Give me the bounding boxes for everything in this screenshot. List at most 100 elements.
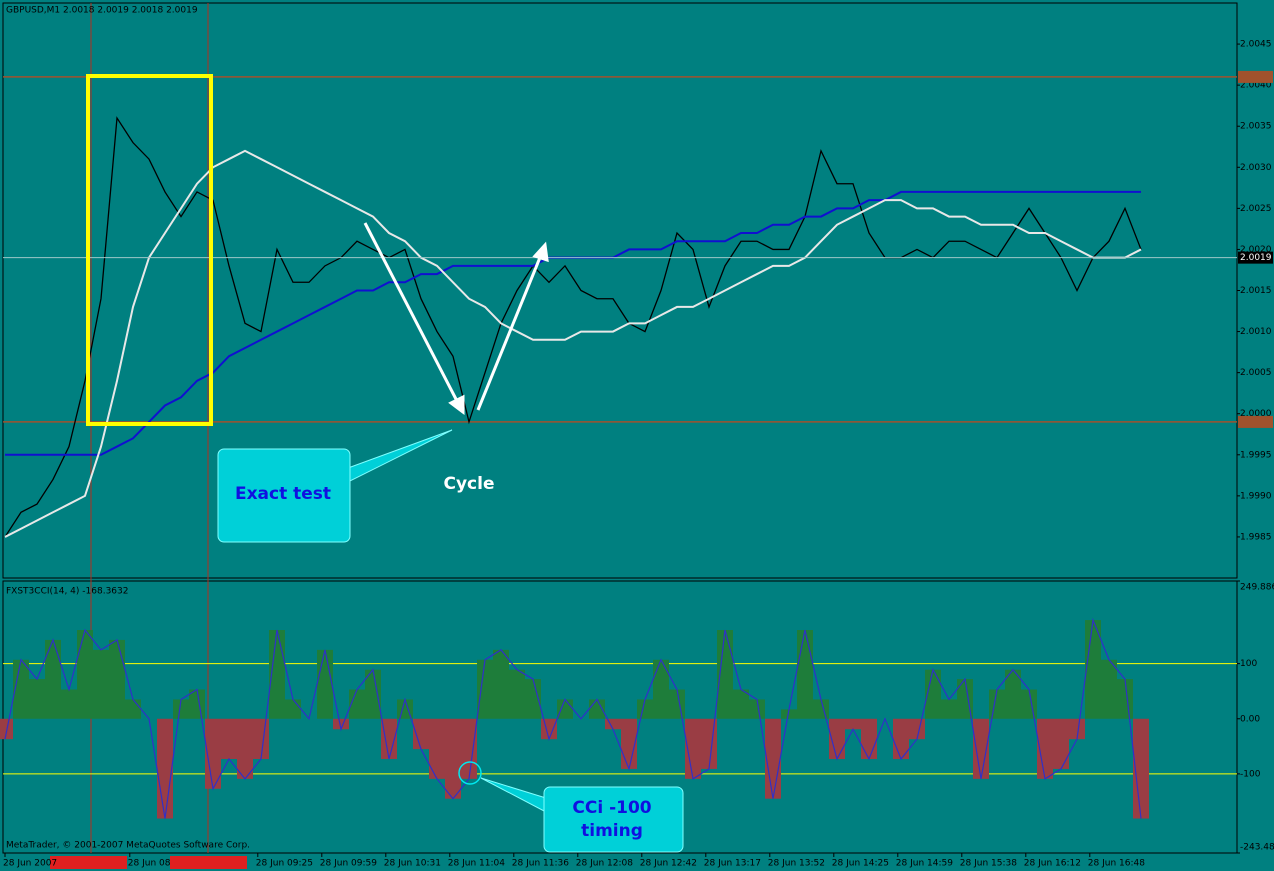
histogram-bar [861,718,877,760]
histogram-bar [429,718,445,779]
histogram-bar [749,699,765,719]
annotation: CCi -100 [572,798,651,818]
histogram-bar [237,718,253,779]
y-tick-label: 2.0040 [1240,81,1272,91]
chart-title: GBPUSD,M1 2.0018 2.0019 2.0018 2.0019 [6,6,198,16]
histogram-bar [93,649,109,719]
highlight-circle [458,761,482,785]
y-tick-label: 2.0010 [1240,327,1272,337]
y-tick-label: 1.9995 [1240,450,1272,460]
x-tick-label: 28 Jun 11:04 [448,859,505,869]
histogram-bar [941,699,957,719]
histogram-bar [381,718,397,760]
histogram-bar [1117,679,1133,719]
plot-layer: 1.9985 1.9990 1.9995 2.0000 2.0005 2.0010 2.00… [0,40,1274,869]
histogram-bar [509,669,525,719]
histogram-bar [1053,718,1069,769]
histogram-bar [829,718,845,760]
y-tick-label: 1.9985 [1240,532,1272,542]
histogram-bar [77,630,93,719]
x-tick-label: 28 Jun 16:48 [1088,859,1145,869]
level-tag [1238,70,1273,83]
y-tick-label: -243.482 [1240,843,1274,853]
x-tick-label: 28 Jun 08 [128,859,171,869]
histogram-bar [189,689,205,719]
y-tick-label: 2.0005 [1240,368,1272,378]
price-tag-label: 2.0019 [1240,253,1272,263]
histogram-bar [909,718,925,740]
histogram-bar [413,718,429,750]
x-tick-label: 28 Jun 12:08 [576,859,633,869]
series-line [4,149,1142,538]
price-panel [2,2,1238,579]
histogram-bar [445,718,461,799]
histogram-bar [733,689,749,719]
annotation: Cycle [444,474,495,494]
histogram-bar [1069,718,1085,740]
histogram-bar [1037,718,1053,779]
y-tick-label: 249.886 [1240,583,1274,593]
histogram-bar [333,718,349,730]
cycle-arrows [363,222,549,415]
histogram-bar [973,718,989,779]
histogram-bar [109,639,125,719]
y-tick-label: -100 [1240,769,1261,779]
histogram-bar [717,630,733,719]
y-tick-label: 2.0020 [1240,245,1272,255]
histogram-bar [269,630,285,719]
histogram-bar [925,669,941,719]
x-tick-label: 28 Jun 11:36 [512,859,569,869]
histogram-bar [669,689,685,719]
histogram-bar [461,718,477,779]
x-tick-label: 28 Jun 16:12 [1024,859,1081,869]
x-tick-label: 28 Jun 14:59 [896,859,953,869]
y-tick-label: 100 [1240,659,1257,669]
y-tick-label: 2.0025 [1240,204,1272,214]
histogram-bar [1101,659,1117,719]
histogram-bar [957,679,973,719]
histogram-bar [989,689,1005,719]
histogram-bar [493,649,509,719]
indicator-title: FXST3CCI(14, 4) -168.3632 [6,587,128,597]
annotation: timing [581,821,643,841]
histogram-bar [29,679,45,719]
x-tick-label: 28 Jun 15:38 [960,859,1017,869]
price-tag [1238,251,1273,264]
histogram-bar [349,689,365,719]
histogram-bar [285,699,301,719]
y-tick-label: 0.00 [1240,714,1260,724]
histogram-bar [317,649,333,719]
x-tick-label: 28 Jun 13:52 [768,859,825,869]
histogram-bar [205,718,221,789]
histogram-bar [701,718,717,769]
histogram-bar [1085,620,1101,719]
callout-box [217,448,351,543]
x-tick-label: 28 Jun 12:42 [640,859,697,869]
histogram-bar [637,699,653,719]
histogram-bar [1133,718,1149,819]
copyright: MetaTrader, © 2001-2007 MetaQuotes Softw… [6,841,250,851]
histogram-bar [525,679,541,719]
y-tick-label: 2.0035 [1240,122,1272,132]
highlight-box [86,74,213,426]
histogram-bar [61,689,77,719]
x-tick-label: 28 Jun 10:31 [384,859,441,869]
y-tick-label: 2.0030 [1240,163,1272,173]
histogram-bar [557,699,573,719]
annotation: Exact test [235,484,331,504]
x-tick-label: 28 Jun 13:17 [704,859,761,869]
histogram-bar [157,718,173,819]
histogram-bar [621,718,637,769]
level-tag [1238,415,1273,428]
indicator-line [4,617,1142,819]
histogram-bar [221,718,237,760]
histogram-bar [173,699,189,719]
series-line [4,116,1142,538]
time-highlight [170,856,247,869]
histogram-bar [685,718,701,779]
time-highlight [50,856,127,869]
histogram-bar [1005,669,1021,719]
x-tick-label: 28 Jun 09:25 [256,859,313,869]
histogram-bar [477,659,493,719]
histogram-bar [797,630,813,719]
